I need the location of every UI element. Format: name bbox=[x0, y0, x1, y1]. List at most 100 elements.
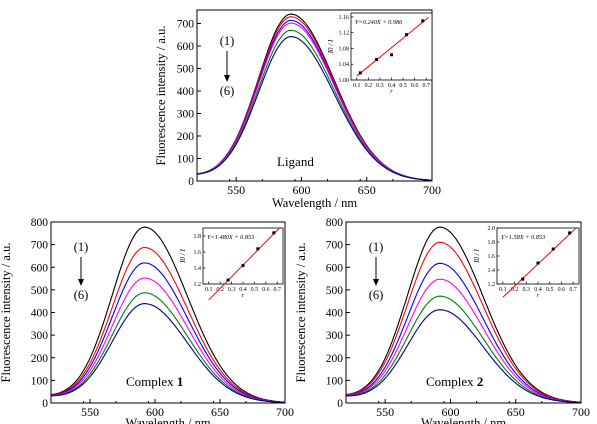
complex2-inset: 0.1 0.2 0.3 0.4 0.5 0.6 0.7 1.2 1.4 1.6 1.8 2.0 r I0 … bbox=[473, 226, 580, 299]
ligand-inset-xtick-label: 0.6 bbox=[411, 83, 419, 89]
complex1-panel: 550 600 650 700 0 100 200 300 400 500 600 700 800 Wav… bbox=[0, 217, 294, 424]
complex1-panel-label: Complex 1 bbox=[126, 374, 183, 389]
complex1-series-group bbox=[50, 226, 286, 404]
complex1-xtick-label: 600 bbox=[146, 405, 164, 419]
complex1-inset-data-point bbox=[241, 264, 245, 268]
complex2-xtick-label: 550 bbox=[376, 405, 394, 419]
complex2-inset-ytick-label: 2.0 bbox=[488, 226, 496, 232]
complex2-series-2 bbox=[345, 241, 581, 403]
complex2-inset-ytick-label: 1.8 bbox=[488, 240, 496, 246]
ligand-ytick-label: 400 bbox=[177, 86, 195, 98]
complex2-series-5 bbox=[345, 295, 582, 404]
complex1-x-axis-title: Wavelength / nm bbox=[125, 416, 210, 424]
complex2-inset-xtick-label: 0.4 bbox=[534, 287, 542, 293]
ligand-inset-y-axis-title: I0 / I bbox=[327, 39, 335, 54]
complex2-arrow-start-label: (1) bbox=[369, 240, 384, 254]
ligand-inset-ytick-label: 1.00 bbox=[339, 78, 350, 84]
ligand-inset-ytick-label: 1.12 bbox=[339, 31, 350, 37]
ligand-inset-xtick-label: 0.2 bbox=[365, 83, 373, 89]
ligand-panel-label: Ligand bbox=[277, 154, 314, 169]
ligand-xtick-label: 600 bbox=[292, 183, 310, 197]
complex1-series-3 bbox=[51, 262, 285, 403]
complex1-inset-ytick-label: 1.6 bbox=[194, 250, 202, 256]
complex2-inset-y-axis-title: I0 / I bbox=[473, 249, 481, 264]
complex2-inset-x-axis-title: r bbox=[537, 292, 540, 299]
complex2-inset-xtick-label: 0.3 bbox=[523, 287, 531, 293]
complex2-series-6 bbox=[346, 309, 581, 404]
ligand-y-axis-title: Fluorescence intensity / a.u. bbox=[154, 26, 168, 166]
ligand-inset-data-point bbox=[390, 53, 393, 57]
ligand-inset-frame bbox=[350, 12, 433, 81]
ligand-inset: 0.1 0.2 0.3 0.4 0.5 0.6 0.7 1.00 1.04 1.08 1.12 1.1… bbox=[327, 12, 433, 95]
complex2-ytick-label: 0 bbox=[337, 398, 343, 410]
complex2-xtick-label: 700 bbox=[572, 405, 590, 419]
complex1-inset-xtick-label: 0.5 bbox=[251, 287, 259, 293]
complex2-series-1 bbox=[345, 226, 582, 403]
complex2-inset-ytick-label: 1.6 bbox=[488, 254, 496, 260]
ligand-inset-ytick-label: 1.08 bbox=[339, 46, 350, 52]
ligand-inset-fit-line bbox=[356, 17, 429, 77]
complex1-panel-label-number: 1 bbox=[177, 374, 184, 389]
ligand-plot-frame bbox=[196, 9, 433, 182]
ligand-ytick-label: 300 bbox=[177, 109, 195, 121]
complex2-ytick-label: 100 bbox=[326, 375, 344, 387]
ligand-ytick-label: 100 bbox=[177, 154, 195, 166]
complex1-inset-frame bbox=[202, 227, 284, 285]
complex2-ytick-label: 500 bbox=[326, 285, 344, 297]
ligand-xtick-label: 650 bbox=[358, 183, 376, 197]
ligand-ytick-label: 0 bbox=[188, 176, 194, 188]
ligand-inset-xtick-label: 0.5 bbox=[399, 83, 407, 89]
complex1-ytick-label: 0 bbox=[42, 398, 48, 410]
complex2-series-3 bbox=[346, 262, 581, 403]
ligand-inset-fit-equation: Y=0.240X + 0.986 bbox=[355, 19, 403, 26]
ligand-inset-xtick-label: 0.7 bbox=[422, 83, 430, 89]
complex2-ytick-label: 300 bbox=[326, 330, 344, 342]
complex2-panel-label-text: Complex bbox=[426, 374, 477, 389]
complex2-ytick-label: 400 bbox=[326, 308, 344, 320]
complex1-inset-xtick-label: 0.7 bbox=[274, 287, 282, 293]
complex1-ytick-label: 100 bbox=[31, 375, 49, 387]
complex1-xtick-label: 550 bbox=[81, 405, 99, 419]
ligand-inset-xtick-label: 0.3 bbox=[376, 83, 384, 89]
ligand-inset-x-axis-title: r bbox=[390, 88, 393, 95]
complex1-ytick-label: 400 bbox=[31, 308, 49, 320]
complex1-inset-xtick-label: 0.6 bbox=[262, 287, 270, 293]
complex1-y-axis-title: Fluorescence intensity / a.u. bbox=[0, 243, 13, 383]
ligand-xtick-label: 700 bbox=[423, 183, 441, 197]
ligand-ytick-label: 200 bbox=[177, 131, 195, 143]
complex1-series-5 bbox=[51, 292, 286, 404]
complex1-series-2 bbox=[50, 246, 286, 403]
complex1-inset-data-point bbox=[272, 231, 276, 235]
ligand-inset-data-point bbox=[405, 33, 409, 37]
complex2-ytick-label: 700 bbox=[326, 240, 344, 252]
complex1-panel-label-text: Complex bbox=[126, 374, 177, 389]
ligand-inset-xtick-label: 0.4 bbox=[388, 83, 396, 89]
complex1-ytick-label: 700 bbox=[31, 240, 49, 252]
complex2-inset-xtick-label: 0.2 bbox=[511, 287, 519, 293]
complex1-inset-ytick-label: 1.4 bbox=[194, 266, 202, 272]
complex2-panel-label: Complex 2 bbox=[426, 374, 483, 389]
complex1-inset-data-point bbox=[226, 278, 230, 282]
complex1-inset-fit-line bbox=[208, 227, 280, 301]
complex2-inset-xtick-label: 0.5 bbox=[546, 287, 554, 293]
complex1-inset-xtick-label: 0.4 bbox=[239, 287, 247, 293]
complex1-series-1 bbox=[50, 226, 286, 403]
complex2-panel: 550 600 650 700 0 100 200 300 400 500 600 700 800 Wav… bbox=[294, 217, 590, 424]
ligand-trend-arrow-head bbox=[224, 75, 230, 82]
complex2-trend-arrow-head bbox=[373, 279, 379, 286]
complex2-inset-xtick-label: 0.7 bbox=[569, 287, 577, 293]
complex1-ytick-label: 300 bbox=[31, 330, 49, 342]
ligand-ytick-label: 500 bbox=[177, 64, 195, 76]
complex2-inset-ytick-label: 1.2 bbox=[488, 282, 496, 288]
ligand-inset-ytick-label: 1.16 bbox=[339, 15, 350, 21]
complex1-xtick-label: 700 bbox=[276, 405, 294, 419]
complex2-panel-label-number: 2 bbox=[477, 374, 484, 389]
complex1-inset-ytick-label: 1.8 bbox=[194, 234, 202, 240]
complex1-inset-xtick-label: 0.2 bbox=[216, 287, 224, 293]
complex1-inset-y-axis-title: I0 / I bbox=[179, 249, 187, 264]
complex1-inset-xtick-label: 0.3 bbox=[228, 287, 236, 293]
complex2-inset-data-point bbox=[536, 261, 540, 265]
ligand-inset-data-point bbox=[358, 71, 362, 75]
complex2-xtick-label: 600 bbox=[441, 405, 459, 419]
